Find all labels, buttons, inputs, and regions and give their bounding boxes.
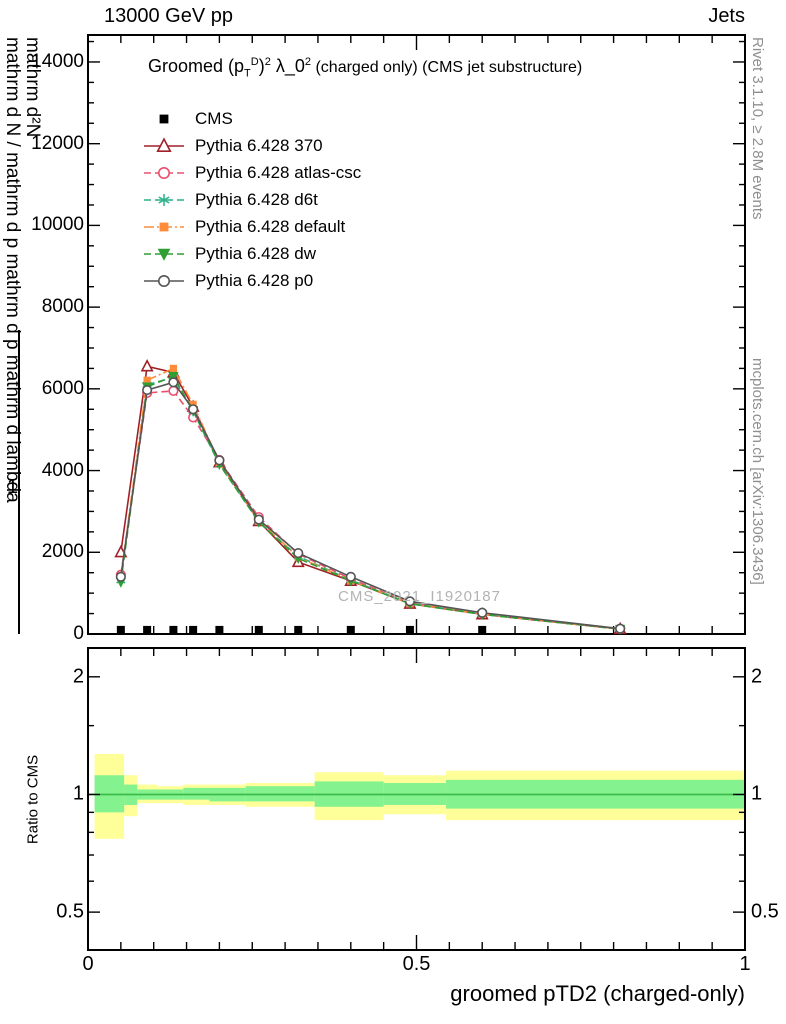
y-axis-label-inner: mathrm d²N — [22, 37, 43, 138]
legend-item-pythia-d6t: Pythia 6.428 d6t — [142, 186, 361, 213]
ratio-y-tick-label-left: 0.5 — [56, 900, 84, 923]
rivet-version-note: Rivet 3.1.10, ≥ 2.8M events — [749, 37, 766, 220]
legend-marker-pythia-dw — [144, 248, 184, 261]
y-axis-label-outer: mathrm d N / mathrm d p mathrm d p mathr… — [2, 37, 23, 503]
analysis-type-label: Jets — [708, 5, 745, 27]
ratio-y-tick-label-right: 1 — [751, 782, 763, 805]
x-tick-label: 0 — [82, 953, 94, 975]
title-segment: ) — [258, 56, 265, 76]
mcplots-arxiv-note: mcplots.cern.ch [arXiv:1306.3436] — [749, 358, 766, 585]
legend-marker-pythia-370 — [144, 136, 184, 152]
main-y-tick-label: 12000 — [31, 132, 84, 154]
title-segment: D — [250, 56, 259, 68]
y-axis-label-fraction-one: 1 — [7, 476, 19, 498]
title-segment: Groomed (p — [148, 56, 245, 76]
legend-label-pythia-370: Pythia 6.428 370 — [195, 135, 323, 155]
legend-marker-pythia-d6t — [144, 193, 184, 206]
x-tick-label: 0.5 — [402, 953, 431, 975]
legend-marker-cms — [159, 114, 169, 123]
legend-item-pythia-p0: Pythia 6.428 p0 — [142, 267, 361, 294]
main-y-tick-label: 10000 — [31, 214, 84, 236]
ratio-y-tick-label-left: 2 — [72, 665, 84, 688]
legend-item-pythia-370: Pythia 6.428 370 — [142, 132, 361, 159]
title-segment: λ_0 — [270, 56, 305, 76]
title-segment: 2 — [264, 56, 271, 68]
main-y-tick-label: 0 — [73, 623, 84, 644]
title-segment: T — [244, 67, 251, 80]
legend-label-pythia-d6t: Pythia 6.428 d6t — [195, 189, 318, 209]
legend-marker-pythia-atlas-csc — [144, 166, 184, 179]
main-y-tick-label: 14000 — [31, 50, 84, 72]
y-axis-label-fraction-bar — [18, 330, 20, 634]
x-axis-label: groomed pTD2 (charged-only) — [450, 981, 745, 1006]
legend-label-pythia-p0: Pythia 6.428 p0 — [195, 270, 314, 290]
ratio-axis-label: Ratio to CMS — [24, 754, 42, 845]
legend-item-cms: CMS — [142, 105, 361, 132]
ratio-y-tick-label-right: 2 — [751, 665, 763, 688]
main-y-tick-label: 8000 — [41, 296, 84, 318]
legend-label-pythia-atlas-csc: Pythia 6.428 atlas-csc — [195, 162, 362, 182]
legend-item-pythia-dw: Pythia 6.428 dw — [142, 240, 361, 267]
title-segment: 2 — [304, 56, 312, 68]
ratio-y-tick-label-left: 1 — [72, 782, 84, 805]
legend-marker-pythia-default — [144, 222, 184, 231]
main-y-tick-label: 4000 — [41, 459, 84, 481]
legend-label-cms: CMS — [195, 108, 233, 128]
main-y-tick-label: 2000 — [41, 541, 84, 563]
legend: CMS Pythia 6.428 370 Pythia 6.428 atlas-… — [142, 105, 361, 294]
legend-item-pythia-atlas-csc: Pythia 6.428 atlas-csc — [142, 159, 361, 186]
ratio-y-tick-label-right: 0.5 — [751, 900, 779, 923]
legend-marker-pythia-p0 — [144, 274, 184, 287]
legend-label-pythia-default: Pythia 6.428 default — [195, 216, 346, 236]
plot-title: Groomed (pTD)2 λ_02 (charged only) (CMS … — [148, 56, 582, 80]
main-y-tick-label: 6000 — [41, 377, 84, 399]
x-tick-label: 1 — [739, 953, 751, 975]
legend-item-pythia-default: Pythia 6.428 default — [142, 213, 361, 240]
legend-label-pythia-dw: Pythia 6.428 dw — [195, 243, 316, 263]
title-segment: (charged only) (CMS jet substructure) — [311, 59, 583, 76]
beam-energy-label: 13000 GeV pp — [104, 5, 233, 27]
watermark: CMS_2021_I1920187 — [338, 588, 501, 605]
